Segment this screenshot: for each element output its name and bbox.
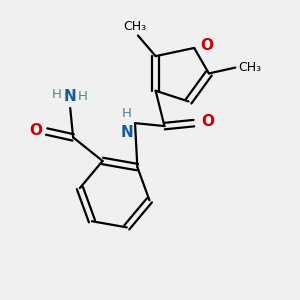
Text: N: N	[64, 88, 76, 104]
Text: N: N	[121, 124, 134, 140]
Text: CH₃: CH₃	[123, 20, 147, 33]
Text: H: H	[122, 107, 132, 120]
Text: CH₃: CH₃	[238, 61, 262, 74]
Text: H: H	[52, 88, 61, 100]
Text: O: O	[29, 122, 42, 137]
Text: O: O	[200, 38, 213, 52]
Text: H: H	[78, 90, 87, 103]
Text: O: O	[201, 114, 214, 129]
